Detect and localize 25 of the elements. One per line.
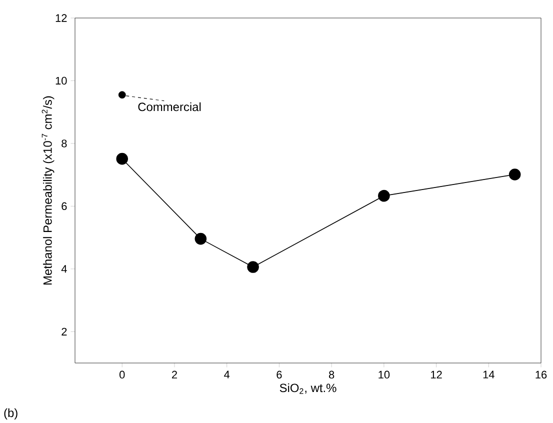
- x-tick-label: 16: [536, 370, 547, 379]
- y-tick-label: 12: [56, 14, 67, 22]
- y-tick-label: 6: [62, 202, 67, 210]
- x-tick-label: 8: [328, 370, 334, 379]
- x-tick-label: 12: [431, 370, 442, 378]
- x-axis-title: SiO$_{2}$, wt.%: [280, 383, 336, 394]
- y-tick-label: 8: [62, 140, 67, 148]
- annotation: Commercial: [138, 102, 201, 112]
- y-tick-label: 10: [56, 76, 67, 85]
- point: [247, 261, 259, 273]
- x-tick-label: 4: [224, 370, 230, 378]
- point: [378, 190, 390, 202]
- text: (b): [4, 408, 18, 420]
- point: [508, 168, 521, 180]
- x-tick-label: 2: [172, 370, 177, 378]
- point: [194, 232, 207, 245]
- x-tick-label: 14: [483, 370, 494, 378]
- point: [118, 91, 126, 99]
- y-tick-label: 2: [62, 328, 67, 336]
- point: [116, 152, 128, 165]
- x-tick-label: 6: [276, 370, 282, 379]
- x-tick-label: 0: [120, 370, 125, 379]
- y-tick-label: 4: [61, 265, 67, 273]
- x-tick-label: 10: [378, 370, 390, 379]
- y-axis-title: Methanol Permeability (x10$^{-7}$ cm$^{2}$/s): [42, 96, 54, 284]
